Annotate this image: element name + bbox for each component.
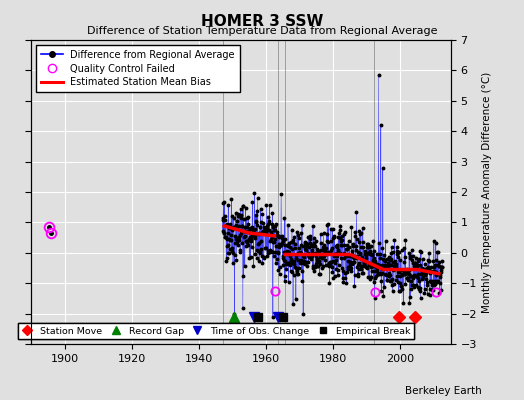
Text: HOMER 3 SSW: HOMER 3 SSW (201, 14, 323, 29)
Text: Difference of Station Temperature Data from Regional Average: Difference of Station Temperature Data f… (87, 26, 437, 36)
Text: Berkeley Earth: Berkeley Earth (406, 386, 482, 396)
Y-axis label: Monthly Temperature Anomaly Difference (°C): Monthly Temperature Anomaly Difference (… (483, 71, 493, 313)
Legend: Station Move, Record Gap, Time of Obs. Change, Empirical Break: Station Move, Record Gap, Time of Obs. C… (18, 323, 414, 339)
